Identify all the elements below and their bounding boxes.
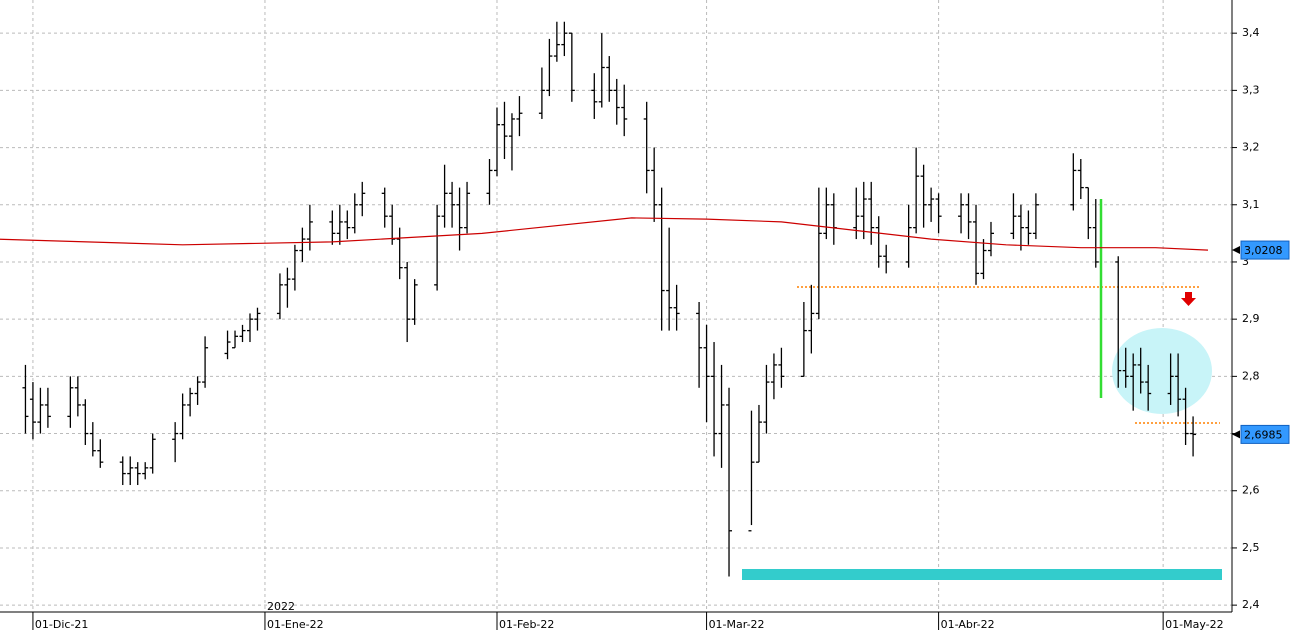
x-tick-label: 01-Ene-22 — [267, 618, 324, 631]
grid-layer — [0, 0, 1232, 612]
x-tick-label: 01-May-22 — [1165, 618, 1223, 631]
y-tick-label: 3,4 — [1242, 26, 1260, 39]
y-tick-label: 3,2 — [1242, 141, 1260, 154]
price-label: 2,6985 — [1244, 428, 1283, 441]
y-tick-label: 2,4 — [1242, 598, 1260, 611]
price-box — [1240, 424, 1290, 444]
x-tick-label: 01-Abr-22 — [941, 618, 995, 631]
year-label: 2022 — [267, 600, 295, 613]
x-tick-label: 01-Mar-22 — [709, 618, 765, 631]
y-tick-label: 3,3 — [1242, 83, 1260, 96]
down-arrow — [1181, 292, 1196, 306]
highlight-ellipse — [1112, 328, 1212, 414]
price-label: 3,0208 — [1244, 244, 1283, 257]
price-pointer — [1232, 246, 1240, 255]
y-tick-label: 3,1 — [1242, 198, 1260, 211]
marks — [0, 21, 1209, 577]
y-tick-label: 2,9 — [1242, 312, 1260, 325]
price-box — [1240, 240, 1290, 260]
x-tick-label: 01-Dic-21 — [35, 618, 89, 631]
y-tick-label: 3 — [1242, 255, 1249, 268]
y-tick-label: 2,6 — [1242, 484, 1260, 497]
y-tick-label: 2,8 — [1242, 369, 1260, 382]
moving-average — [0, 217, 1209, 251]
price-pointer — [1232, 430, 1240, 439]
support-band — [742, 569, 1222, 580]
y-tick-label: 2,5 — [1242, 541, 1260, 554]
x-tick-label: 01-Feb-22 — [499, 618, 554, 631]
